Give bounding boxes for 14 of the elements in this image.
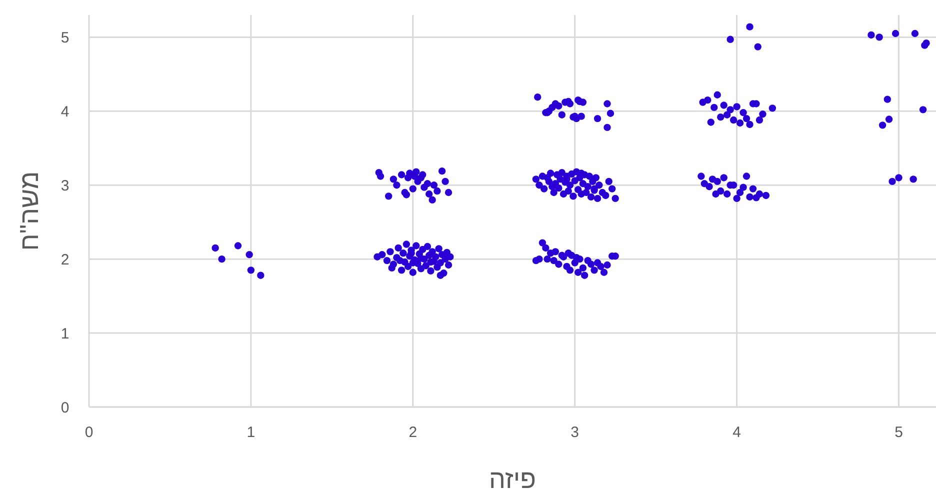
y-tick-label: 0 — [60, 399, 70, 416]
x-tick-label: 4 — [732, 424, 741, 441]
y-tick-label: 1 — [60, 325, 70, 342]
x-tick-label: 3 — [570, 424, 580, 441]
y-tick-label: 3 — [60, 177, 70, 194]
x-tick-label: 5 — [894, 424, 903, 441]
x-tick-label: 2 — [408, 424, 418, 441]
y-tick-label: 2 — [60, 251, 70, 268]
x-tick-label: 0 — [84, 424, 94, 441]
y-axis-title: משה"ח — [14, 171, 44, 251]
y-tick-label: 5 — [60, 29, 70, 46]
x-axis-title: פיזה — [489, 464, 536, 494]
y-tick-label: 4 — [60, 103, 70, 120]
x-tick-label: 1 — [246, 424, 256, 441]
